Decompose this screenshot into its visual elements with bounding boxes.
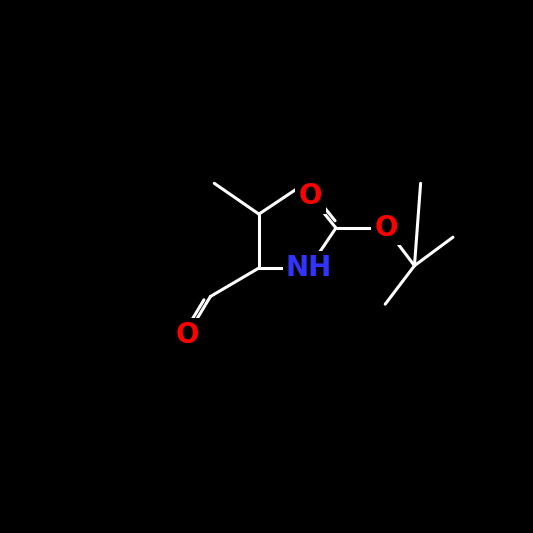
- Text: O: O: [374, 214, 398, 242]
- Text: O: O: [299, 182, 322, 211]
- Text: NH: NH: [286, 254, 332, 282]
- Text: O: O: [175, 321, 199, 349]
